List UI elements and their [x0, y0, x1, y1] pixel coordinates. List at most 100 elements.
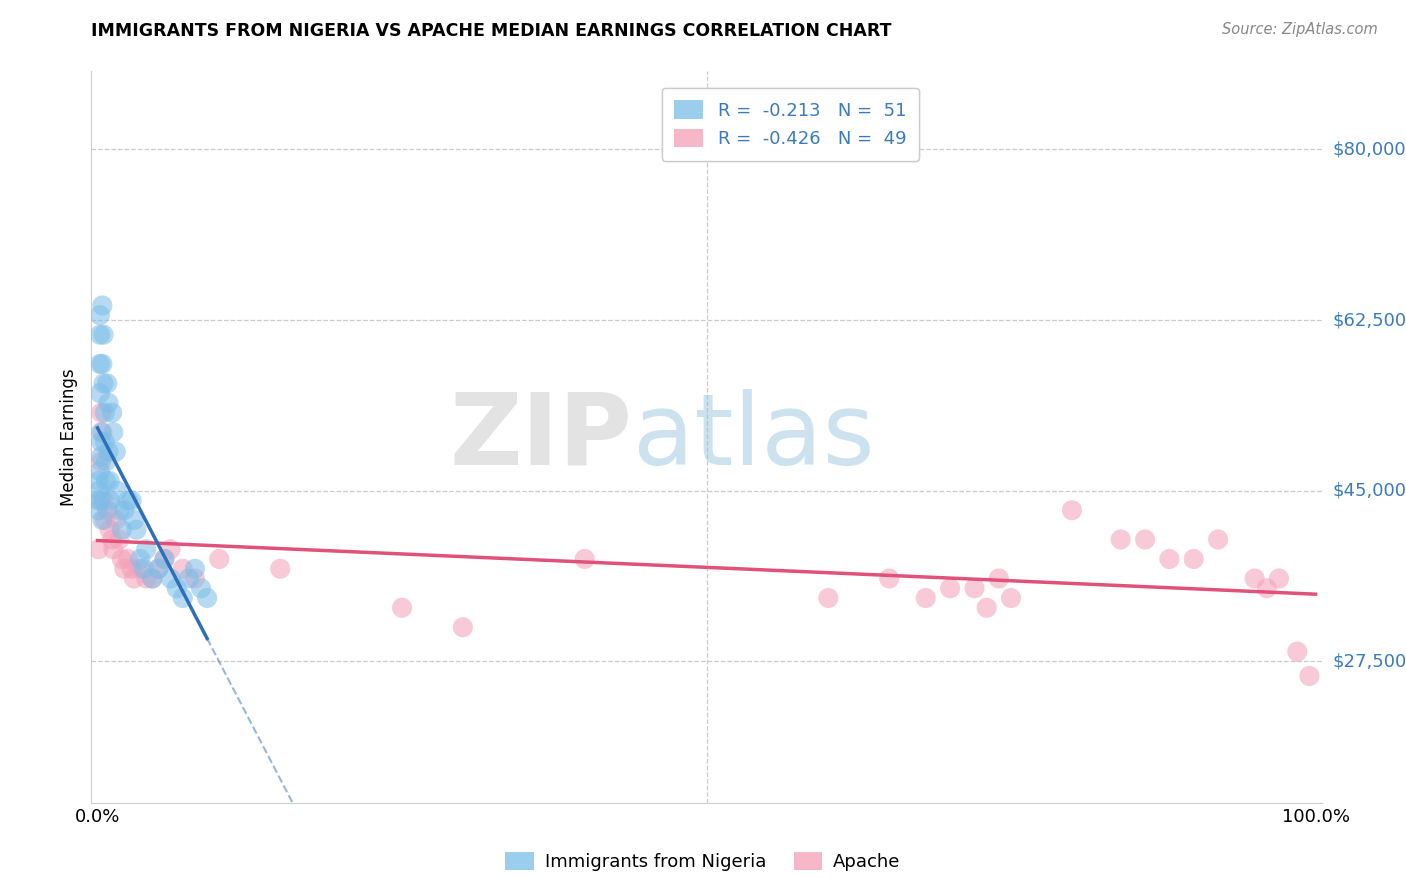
Point: [91, 357, 114, 371]
Point: [98, 474, 121, 488]
Point: [135, 572, 157, 586]
Point: [101, 533, 124, 547]
Text: $45,000: $45,000: [1333, 482, 1406, 500]
Point: [153, 552, 176, 566]
Point: [98, 523, 121, 537]
Point: [172, 562, 194, 576]
Point: [976, 600, 998, 615]
Point: [190, 581, 212, 595]
Point: [1060, 503, 1083, 517]
Point: [1286, 645, 1309, 659]
Point: [141, 572, 163, 586]
Point: [1256, 581, 1278, 595]
Point: [148, 562, 170, 576]
Point: [89, 464, 111, 478]
Point: [963, 581, 986, 595]
Text: $80,000: $80,000: [1333, 140, 1406, 159]
Point: [195, 591, 218, 605]
Point: [914, 591, 936, 605]
Point: [90, 450, 112, 464]
Point: [89, 386, 111, 401]
Point: [112, 503, 135, 517]
Point: [105, 483, 128, 498]
Point: [177, 572, 200, 586]
Point: [89, 357, 111, 371]
Point: [121, 493, 143, 508]
Legend: Immigrants from Nigeria, Apache: Immigrants from Nigeria, Apache: [498, 845, 908, 879]
Point: [87, 503, 110, 517]
Point: [90, 454, 112, 468]
Text: Source: ZipAtlas.com: Source: ZipAtlas.com: [1222, 22, 1378, 37]
Point: [108, 533, 131, 547]
Text: $62,500: $62,500: [1333, 311, 1406, 329]
Point: [101, 406, 124, 420]
Text: atlas: atlas: [633, 389, 875, 485]
Point: [129, 552, 152, 566]
Point: [89, 308, 111, 322]
Point: [121, 562, 143, 576]
Point: [1268, 572, 1291, 586]
Point: [90, 434, 112, 449]
Point: [117, 493, 139, 508]
Point: [89, 327, 111, 342]
Point: [94, 474, 117, 488]
Point: [391, 600, 413, 615]
Point: [269, 562, 291, 576]
Point: [939, 581, 962, 595]
Point: [108, 503, 131, 517]
Point: [103, 542, 125, 557]
Point: [184, 562, 207, 576]
Point: [93, 327, 115, 342]
Point: [93, 376, 115, 391]
Text: $27,500: $27,500: [1333, 652, 1406, 671]
Point: [122, 513, 145, 527]
Point: [94, 513, 117, 527]
Point: [122, 572, 145, 586]
Point: [1243, 572, 1265, 586]
Point: [98, 493, 121, 508]
Point: [159, 542, 181, 557]
Point: [451, 620, 474, 634]
Point: [1182, 552, 1205, 566]
Point: [104, 444, 127, 458]
Point: [91, 298, 114, 312]
Point: [117, 552, 139, 566]
Point: [141, 572, 163, 586]
Point: [132, 562, 155, 576]
Point: [96, 503, 118, 517]
Point: [103, 425, 125, 440]
Point: [125, 523, 148, 537]
Text: IMMIGRANTS FROM NIGERIA VS APACHE MEDIAN EARNINGS CORRELATION CHART: IMMIGRANTS FROM NIGERIA VS APACHE MEDIAN…: [91, 22, 891, 40]
Point: [1000, 591, 1022, 605]
Point: [104, 513, 127, 527]
Point: [208, 552, 231, 566]
Point: [877, 572, 900, 586]
Point: [87, 474, 110, 488]
Point: [135, 542, 157, 557]
Point: [148, 562, 170, 576]
Point: [817, 591, 839, 605]
Point: [159, 572, 181, 586]
Point: [91, 513, 114, 527]
Point: [96, 376, 118, 391]
Point: [129, 562, 152, 576]
Point: [1159, 552, 1181, 566]
Point: [87, 542, 110, 557]
Point: [111, 523, 134, 537]
Point: [153, 552, 176, 566]
Point: [112, 562, 135, 576]
Point: [94, 454, 117, 468]
Point: [1133, 533, 1156, 547]
Point: [87, 483, 110, 498]
Point: [987, 572, 1010, 586]
Point: [90, 406, 112, 420]
Point: [184, 572, 207, 586]
Point: [94, 406, 117, 420]
Point: [166, 581, 188, 595]
Point: [574, 552, 596, 566]
Point: [90, 493, 112, 508]
Point: [97, 444, 120, 458]
Point: [97, 396, 120, 410]
Text: ZIP: ZIP: [450, 389, 633, 485]
Y-axis label: Median Earnings: Median Earnings: [60, 368, 79, 506]
